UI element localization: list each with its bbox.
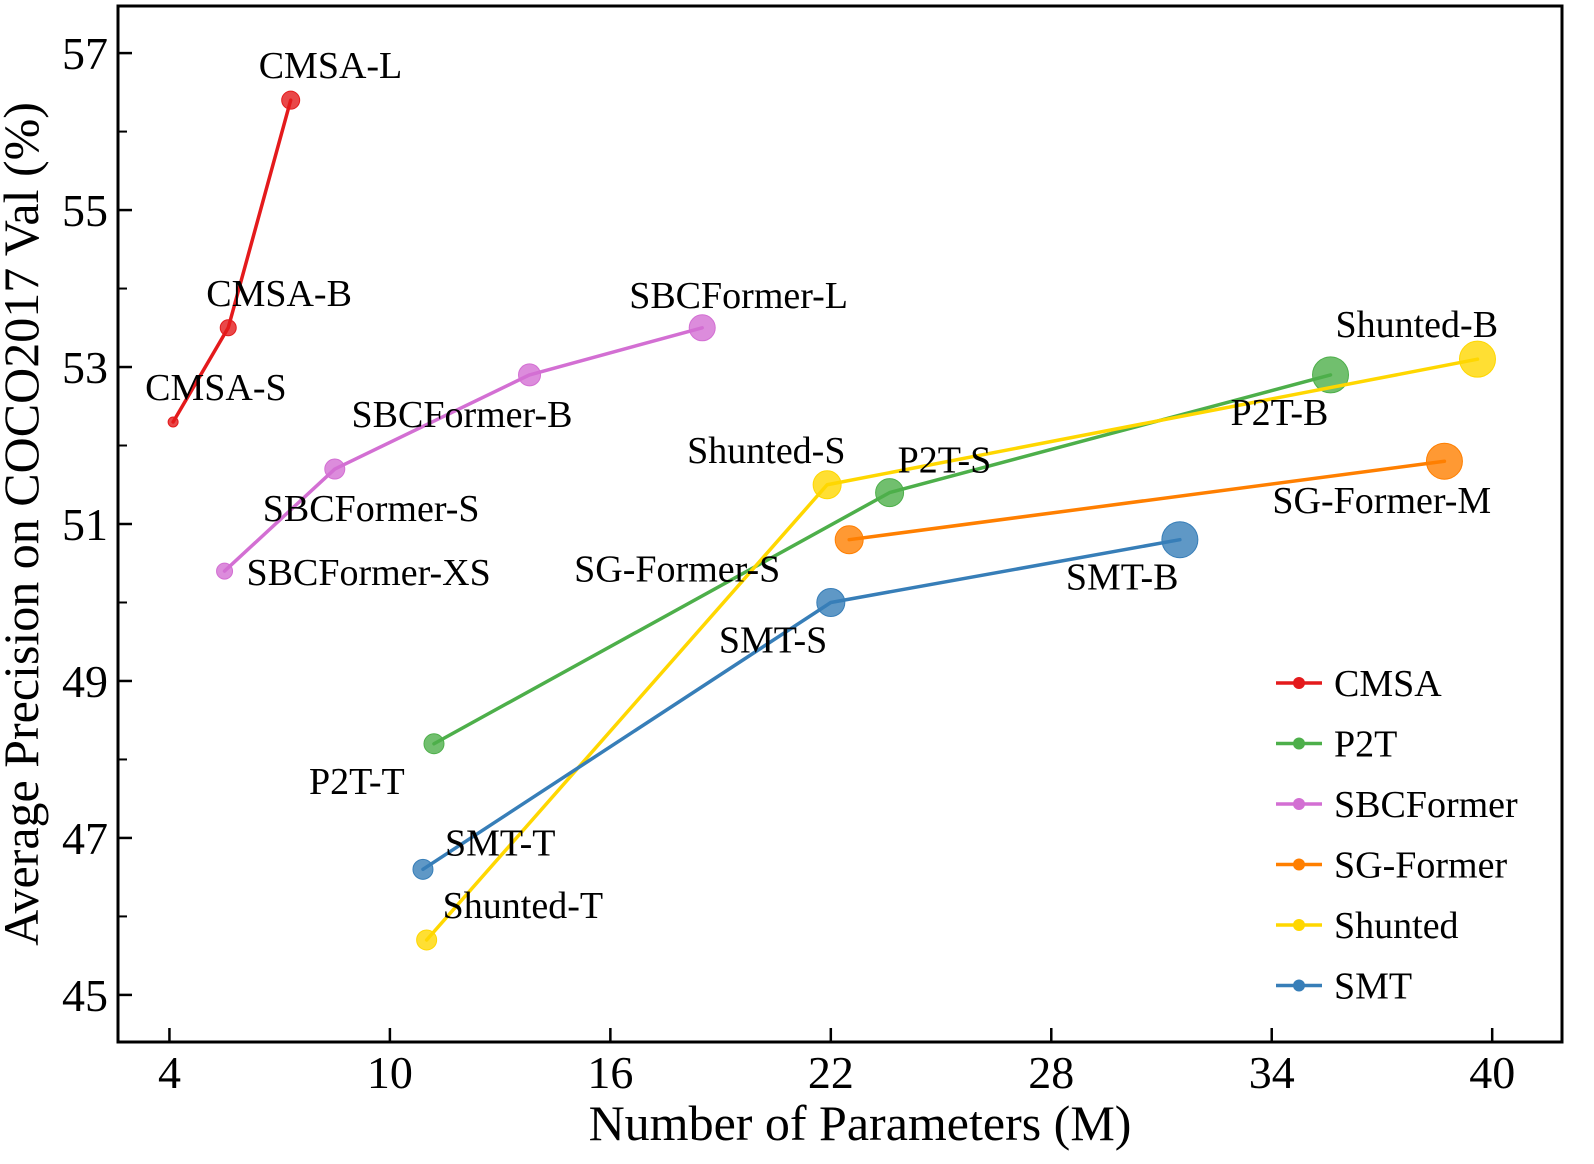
point-label-p2t-b: P2T-B (1231, 392, 1329, 434)
point-label-sbcformer-l: SBCFormer-L (629, 275, 848, 317)
series-smt (412, 521, 1199, 880)
y-tick-label: 47 (62, 813, 108, 864)
point-label-shunted-t: Shunted-T (443, 885, 603, 927)
legend-label: SG-Former (1334, 845, 1507, 887)
data-point-sg-former-s (834, 525, 864, 555)
y-tick-label: 49 (62, 656, 108, 707)
legend-item-smt: SMT (1276, 966, 1412, 1008)
point-label-cmsa-b: CMSA-B (206, 273, 352, 315)
data-point-sg-former-m (1425, 442, 1463, 480)
point-label-sbcformer-s: SBCFormer-S (263, 488, 480, 530)
axes-layer: 4 10 16 22 28 34 40 45 47 49 51 53 55 57 (62, 28, 1515, 1098)
series-shunted (416, 340, 1496, 951)
x-tick-label: 10 (367, 1047, 413, 1098)
legend-item-shunted: Shunted (1276, 905, 1459, 947)
y-tick-label: 53 (62, 342, 108, 393)
data-point-p2t-s (875, 478, 905, 508)
point-label-smt-b: SMT-B (1066, 557, 1179, 599)
legend-marker (1293, 798, 1305, 810)
legend-label: SBCFormer (1334, 784, 1518, 826)
x-tick-label: 40 (1469, 1047, 1515, 1098)
data-point-sbcformer-l (688, 314, 716, 342)
series-sbcformer (216, 314, 716, 580)
series-line-sbcformer (222, 326, 704, 573)
legend-label: P2T (1334, 724, 1397, 766)
legend-marker (1293, 919, 1305, 931)
point-label-cmsa-l: CMSA-L (259, 45, 403, 87)
data-point-sbcformer-s (324, 458, 346, 480)
point-label-smt-s: SMT-S (719, 619, 827, 661)
data-point-cmsa-l (281, 90, 301, 110)
data-point-smt-b (1161, 521, 1199, 559)
point-label-sbcformer-xs: SBCFormer-XS (247, 552, 491, 594)
data-point-smt-s (816, 587, 846, 617)
point-label-cmsa-s: CMSA-S (145, 367, 287, 409)
data-point-shunted-t (416, 929, 438, 951)
series-line-sg-former (847, 459, 1447, 542)
x-tick-label: 28 (1028, 1047, 1074, 1098)
y-axis-title: Average Precision on COCO2017 Val (%) (0, 102, 49, 946)
series-layer (167, 90, 1496, 951)
legend-label: Shunted (1334, 905, 1459, 947)
data-point-p2t-b (1312, 356, 1350, 394)
x-tick-label: 16 (587, 1047, 633, 1098)
x-tick-label: 22 (808, 1047, 854, 1098)
legend: CMSA P2T SBCFormer SG-Former Shunted SMT (1276, 663, 1518, 1008)
data-point-sbcformer-b (518, 363, 542, 387)
y-tick-label: 57 (62, 28, 108, 79)
data-point-p2t-t (423, 733, 445, 755)
data-point-shunted-b (1458, 340, 1496, 378)
x-tick-label: 4 (158, 1047, 181, 1098)
labels-layer: CMSA-S CMSA-B CMSA-L P2T-T P2T-S P2T-B SBCForm… (145, 45, 1498, 927)
legend-marker (1293, 737, 1305, 750)
legend-label: SMT (1334, 966, 1412, 1008)
point-label-sbcformer-b: SBCFormer-B (352, 394, 573, 436)
point-label-shunted-s: Shunted-S (687, 430, 845, 472)
legend-marker (1293, 677, 1305, 689)
x-axis-title: Number of Parameters (M) (589, 1095, 1132, 1151)
legend-marker (1293, 979, 1305, 992)
data-point-sbcformer-xs (216, 562, 234, 580)
legend-marker (1293, 858, 1305, 871)
data-point-cmsa-b (219, 319, 237, 337)
point-label-p2t-t: P2T-T (309, 761, 405, 803)
x-tick-label: 34 (1249, 1047, 1295, 1098)
y-tick-label: 45 (62, 970, 108, 1021)
point-label-sg-former-m: SG-Former-M (1272, 480, 1491, 522)
point-label-smt-t: SMT-T (445, 822, 556, 864)
legend-item-sbcformer: SBCFormer (1276, 784, 1518, 826)
legend-item-cmsa: CMSA (1276, 663, 1442, 705)
point-label-p2t-s: P2T-S (898, 440, 992, 482)
y-tick-label: 55 (62, 185, 108, 236)
series-cmsa (167, 90, 301, 428)
point-label-shunted-b: Shunted-B (1335, 304, 1498, 346)
legend-item-sg-former: SG-Former (1276, 845, 1507, 887)
series-p2t (423, 356, 1350, 755)
legend-item-p2t: P2T (1276, 724, 1397, 766)
point-label-sg-former-s: SG-Former-S (574, 549, 780, 591)
data-point-cmsa-s (167, 416, 179, 428)
data-point-smt-t (412, 858, 434, 880)
series-sg-former (834, 442, 1463, 555)
y-tick-label: 51 (62, 499, 108, 550)
data-point-shunted-s (812, 470, 842, 500)
legend-label: CMSA (1334, 663, 1442, 705)
